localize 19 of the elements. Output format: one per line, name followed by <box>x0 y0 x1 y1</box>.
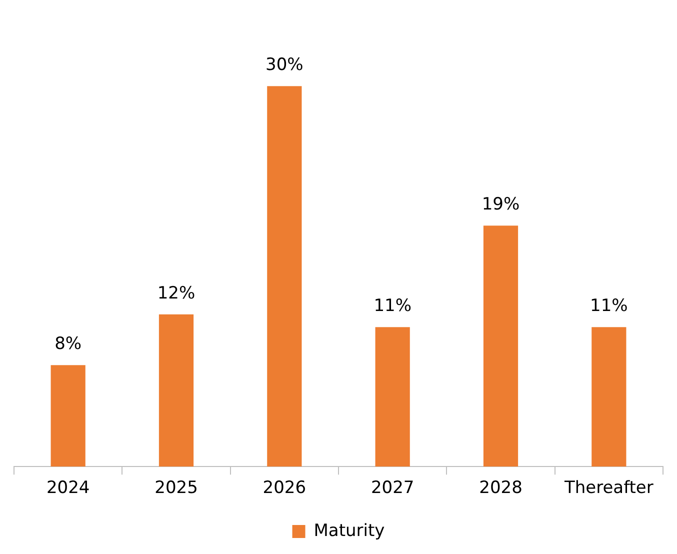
bar <box>483 226 518 467</box>
x-tick-label: 2024 <box>46 478 90 498</box>
data-label: 11% <box>590 296 628 316</box>
bar <box>375 327 410 467</box>
data-label: 19% <box>482 194 520 215</box>
x-tick-label: 2025 <box>154 478 198 498</box>
bar <box>50 365 86 467</box>
x-tick-label: 2026 <box>262 478 306 498</box>
bar <box>267 86 302 467</box>
bar <box>158 314 194 467</box>
legend-label: Maturity <box>314 520 385 541</box>
data-label: 11% <box>374 296 412 316</box>
x-tick-label: 2027 <box>370 478 414 498</box>
data-label: 8% <box>54 334 82 354</box>
x-tick-label: Thereafter <box>563 478 654 498</box>
data-label: 30% <box>266 55 304 76</box>
x-tick-label: 2028 <box>479 478 522 498</box>
bar <box>592 327 626 467</box>
data-label: 12% <box>157 283 196 304</box>
